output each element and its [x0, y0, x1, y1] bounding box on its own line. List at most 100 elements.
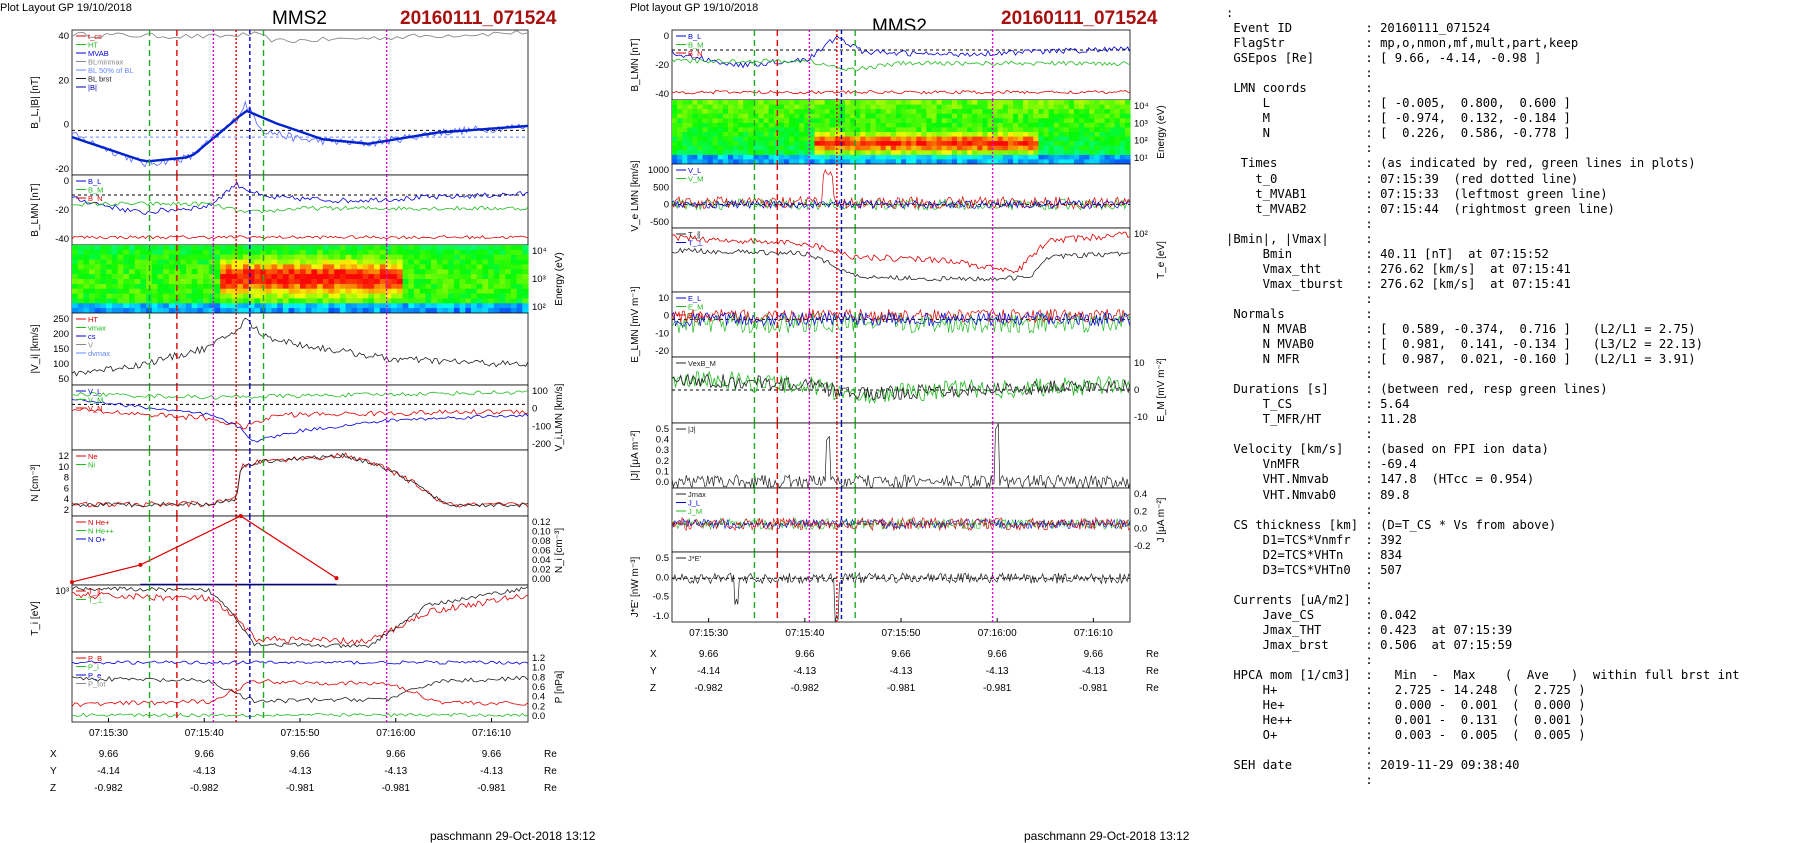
spectrogram-cell: [482, 254, 489, 261]
spectrogram-cell: [203, 288, 210, 295]
spectrogram-cell: [672, 132, 678, 138]
spectrogram-cell: [425, 293, 432, 300]
spectrogram-cell: [465, 259, 472, 266]
y-tick-label: 1000: [648, 165, 669, 176]
spectrogram-cell: [1007, 141, 1014, 147]
spectrogram-cell: [1068, 127, 1075, 133]
spectrogram-cell: [459, 245, 466, 251]
y-tick-label: 0.00: [532, 574, 551, 585]
spectrogram-cell: [83, 245, 90, 251]
spectrogram-cell: [677, 109, 683, 115]
spectrogram-cell: [834, 127, 841, 133]
spectrogram-cell: [94, 288, 102, 295]
spectrogram-cell: [1028, 132, 1034, 138]
spectrogram-cell: [1094, 122, 1101, 129]
spectrogram-cell: [1094, 141, 1101, 147]
spectrogram-cell: [100, 259, 107, 266]
spectrogram-cell: [702, 127, 709, 133]
spectrogram-cell: [728, 127, 734, 133]
y-tick-label: -500: [650, 217, 669, 228]
spectrogram-cell: [957, 109, 963, 115]
spectrogram-cell: [505, 245, 512, 251]
spectrogram-cell: [1109, 136, 1116, 142]
spectrogram-cell: [845, 113, 851, 119]
spectrogram-cell: [345, 249, 352, 256]
spectrogram-cell: [957, 122, 963, 129]
spectrogram-cell: [1048, 145, 1055, 151]
spectrogram-cell: [168, 298, 176, 304]
spectrogram-cell: [962, 150, 968, 156]
info-line: H+ : 2.725 - 14.248 ( 2.725 ): [1226, 683, 1586, 698]
legend-label: V: [88, 341, 93, 350]
spectrogram-cell: [1038, 154, 1045, 161]
spectrogram-cell: [322, 308, 330, 314]
spectrogram-cell: [414, 308, 421, 314]
y-tick-label: 10: [1134, 358, 1145, 369]
spectrogram-cell: [712, 136, 719, 142]
spectrogram-cell: [357, 254, 364, 261]
legend-label: P_e: [88, 671, 101, 680]
spectrogram-cell: [1124, 141, 1131, 147]
y-axis-label: E_M [mV m⁻²]: [1156, 358, 1167, 422]
spectrogram-cell: [83, 298, 90, 304]
spectrogram-cell: [100, 293, 107, 300]
spectrogram-cell: [317, 259, 324, 266]
spectrogram-cell: [784, 122, 790, 129]
spectrogram-cell: [379, 264, 387, 270]
spectrogram-cell: [1053, 154, 1060, 161]
spectrogram-cell: [733, 150, 739, 156]
spectrogram-cell: [814, 145, 821, 151]
spectrogram-cell: [784, 109, 790, 115]
spectrogram-cell: [368, 254, 375, 261]
spectrogram-cell: [385, 245, 392, 251]
spectrogram-cell: [1068, 145, 1075, 151]
spectrogram-cell: [300, 288, 307, 295]
spectrogram-cell: [243, 249, 250, 256]
spectrogram-cell: [260, 249, 267, 256]
spectrogram-cell: [203, 293, 210, 300]
spectrogram-cell: [722, 136, 729, 142]
spectrogram-cell: [391, 269, 398, 275]
spectrogram-cell: [208, 303, 216, 309]
spectrogram-cell: [89, 303, 96, 309]
spectrogram-cell: [339, 264, 347, 270]
spectrogram-cell: [1038, 136, 1045, 142]
spectrogram-cell: [707, 113, 714, 119]
spectrogram-cell: [488, 283, 495, 290]
spectrogram-cell: [391, 298, 398, 304]
spectrogram-cell: [977, 145, 983, 151]
spectrogram-cell: [391, 274, 398, 280]
spectrogram-cell: [702, 118, 709, 124]
spectrogram-cell: [339, 259, 347, 266]
spectrogram-cell: [231, 303, 238, 309]
spectrogram-cell: [850, 145, 856, 151]
spectrogram-cell: [300, 264, 307, 270]
spectrogram-cell: [728, 159, 734, 165]
spectrogram-cell: [385, 293, 392, 300]
y-tick-label: 0.6: [532, 682, 545, 693]
spectrogram-cell: [901, 127, 907, 133]
spectrogram-cell: [282, 308, 290, 314]
spectrogram-cell: [1104, 109, 1111, 115]
spectrogram-cell: [977, 118, 983, 124]
time-tick-label: 07:15:50: [882, 628, 921, 639]
spectrogram-cell: [789, 104, 795, 110]
spectrogram-cell: [345, 269, 352, 275]
spectrogram-cell: [516, 283, 523, 290]
spectrogram-cell: [362, 308, 369, 314]
spectrogram-cell: [459, 259, 466, 266]
spectrogram-cell: [921, 154, 928, 161]
spectrogram-cell: [522, 303, 529, 309]
spectrogram-cell: [510, 269, 518, 275]
y-axis-label: N [cm⁻³]: [30, 464, 41, 502]
spectrogram-cell: [911, 141, 917, 147]
spectrogram-cell: [997, 113, 1004, 119]
spectrogram-cell: [510, 293, 518, 300]
spectrogram-cell: [288, 298, 295, 304]
spectrogram-cell: [789, 141, 795, 147]
spectrogram-cell: [748, 141, 754, 147]
y-tick-label: 0.02: [532, 565, 551, 576]
spectrogram-cell: [1104, 122, 1111, 129]
spectrogram-cell: [814, 154, 821, 161]
spectrogram-cell: [1048, 154, 1055, 161]
